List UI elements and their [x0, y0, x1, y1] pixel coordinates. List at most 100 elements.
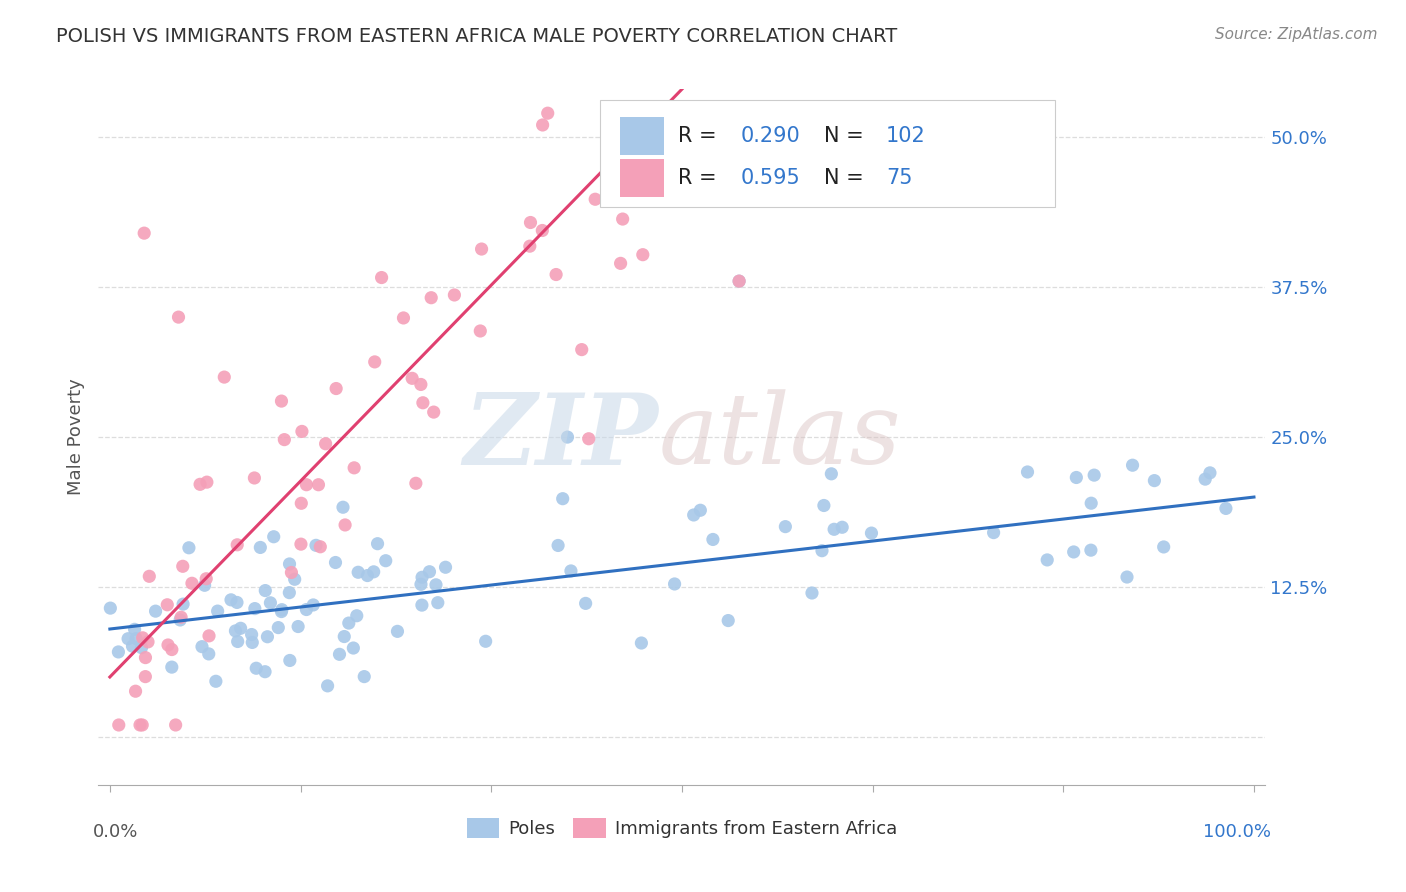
Point [367, 537, 389, 551]
Point [426, 596, 449, 610]
Text: 75: 75 [886, 168, 912, 188]
Point [1066, 470, 1088, 484]
Legend: Poles, Immigrants from Eastern Africa: Poles, Immigrants from Eastern Africa [460, 811, 904, 846]
Point [256, 630, 278, 644]
Point [363, 565, 385, 579]
Point [309, 540, 332, 554]
Point [418, 565, 440, 579]
Point [652, 144, 675, 158]
Point [610, 108, 633, 122]
Point [785, 130, 807, 145]
Point [337, 616, 360, 631]
Point [614, 106, 637, 120]
Point [124, 684, 146, 698]
Point [98, 601, 121, 615]
Point [125, 632, 148, 646]
Point [295, 602, 318, 616]
Point [409, 377, 432, 392]
Point [177, 541, 200, 555]
Point [641, 117, 664, 131]
Point [278, 585, 301, 599]
Point [240, 627, 263, 641]
Point [172, 559, 194, 574]
Text: N =: N = [824, 168, 870, 188]
Point [278, 557, 301, 571]
Point [295, 477, 318, 491]
Point [1080, 496, 1102, 510]
Point [551, 491, 574, 506]
Point [519, 215, 541, 229]
Point [291, 425, 314, 439]
Point [1153, 540, 1175, 554]
Point [254, 583, 277, 598]
Point [198, 629, 221, 643]
Point [136, 635, 159, 649]
Point [682, 508, 704, 522]
Point [630, 636, 652, 650]
Point [134, 650, 156, 665]
Point [811, 543, 834, 558]
Point [1083, 468, 1105, 483]
Point [194, 578, 217, 592]
Point [346, 608, 368, 623]
Point [305, 538, 328, 552]
Point [229, 621, 252, 635]
Point [571, 343, 593, 357]
Point [325, 382, 347, 396]
Point [160, 642, 183, 657]
Point [820, 467, 842, 481]
Point [1194, 472, 1216, 486]
Point [537, 106, 560, 120]
Point [270, 605, 292, 619]
Point [263, 530, 285, 544]
FancyBboxPatch shape [620, 159, 665, 197]
Point [813, 499, 835, 513]
Point [131, 718, 153, 732]
Point [471, 242, 494, 256]
Point [121, 639, 143, 653]
Y-axis label: Male Poverty: Male Poverty [66, 379, 84, 495]
Point [172, 597, 194, 611]
Point [470, 324, 492, 338]
Point [124, 623, 146, 637]
Text: N =: N = [824, 126, 870, 146]
Point [1080, 543, 1102, 558]
Point [156, 598, 179, 612]
Point [612, 212, 634, 227]
Point [270, 603, 292, 617]
Point [287, 619, 309, 633]
Point [860, 526, 883, 541]
Point [689, 503, 711, 517]
Point [531, 223, 554, 237]
Point [207, 604, 229, 618]
Point [107, 718, 129, 732]
Point [226, 634, 249, 648]
Point [728, 274, 751, 288]
Point [412, 396, 434, 410]
Point [636, 161, 658, 175]
Point [610, 106, 633, 120]
Point [167, 310, 190, 325]
Point [195, 475, 218, 490]
Point [273, 433, 295, 447]
Point [129, 718, 152, 732]
Point [188, 477, 211, 491]
Point [224, 624, 246, 638]
Point [134, 670, 156, 684]
Point [316, 679, 339, 693]
Point [519, 239, 541, 253]
Point [547, 539, 569, 553]
Point [392, 310, 415, 325]
Point [1215, 501, 1237, 516]
Point [401, 371, 423, 385]
Point [583, 192, 606, 206]
Point [117, 632, 139, 646]
Point [181, 576, 204, 591]
Point [648, 188, 671, 202]
Point [420, 291, 443, 305]
Point [387, 624, 409, 639]
Point [267, 621, 290, 635]
Point [290, 496, 312, 510]
Point [145, 604, 167, 618]
Point [557, 430, 579, 444]
